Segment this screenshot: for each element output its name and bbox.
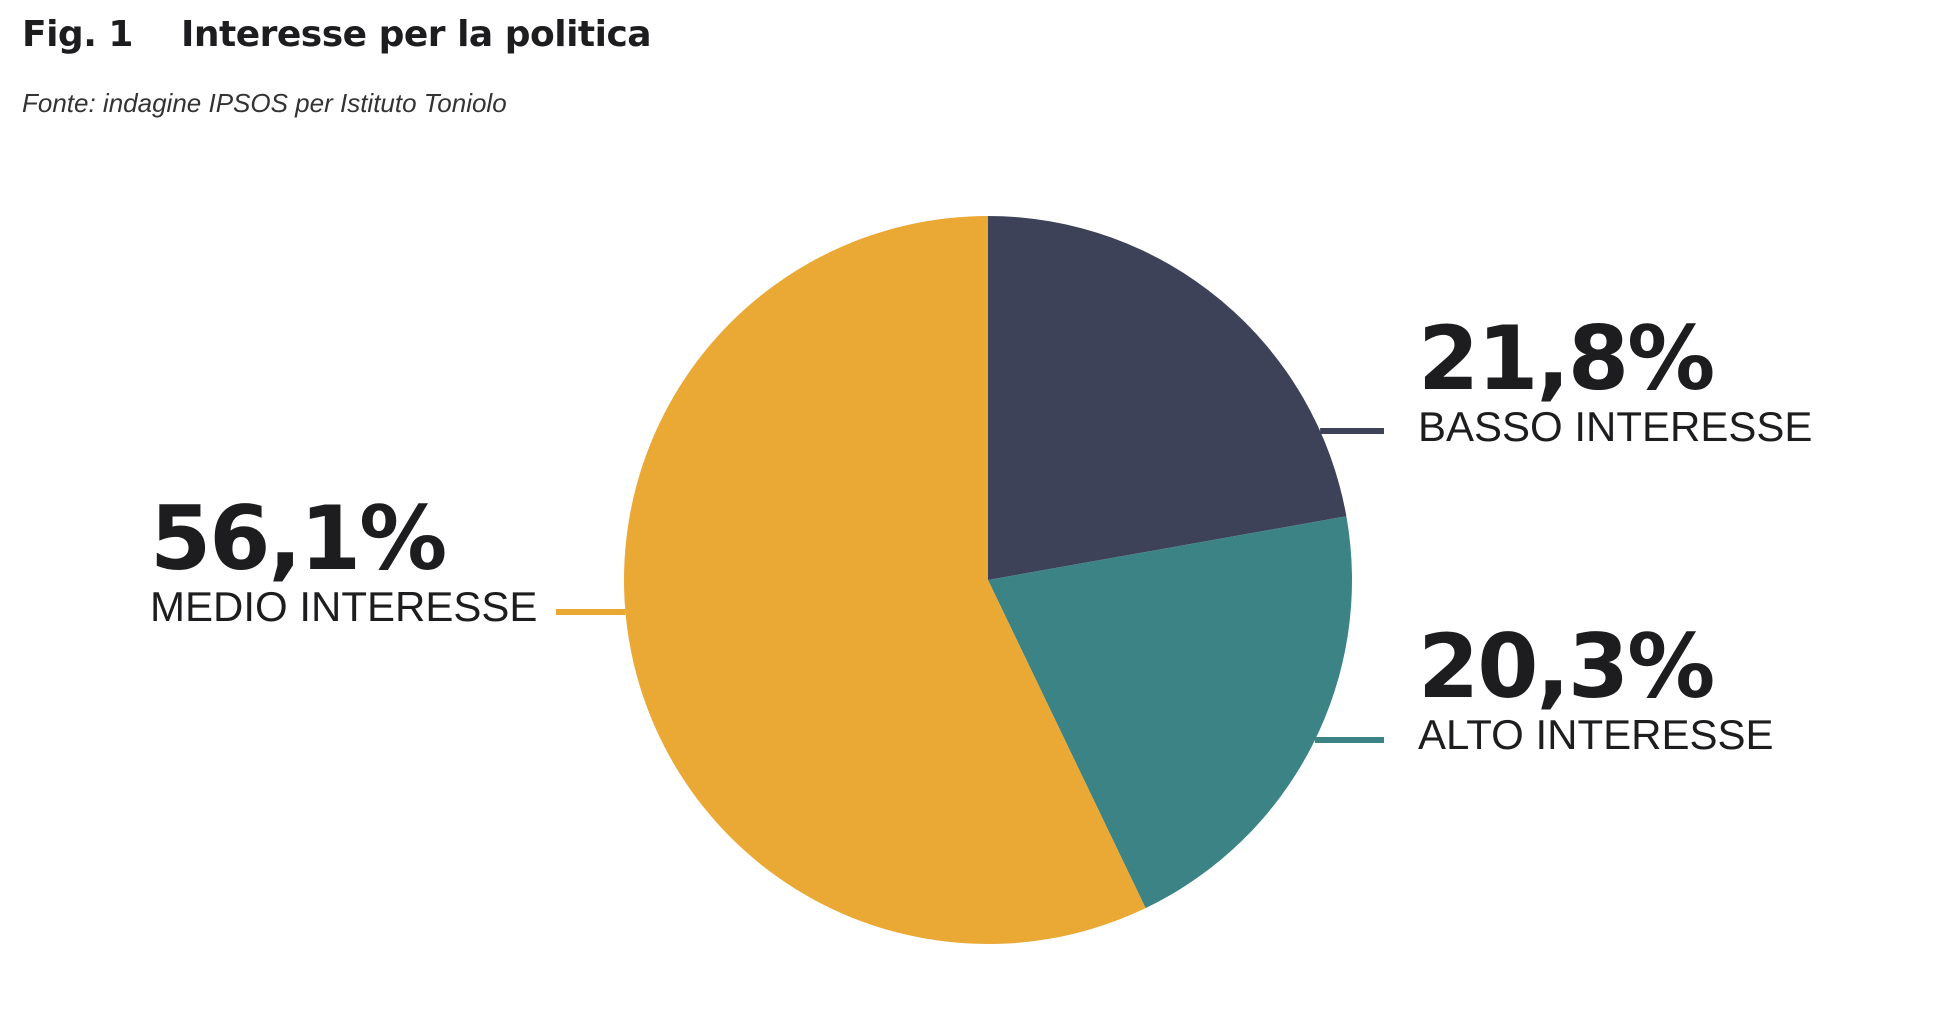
label-basso: 21,8% BASSO INTERESSE: [1418, 314, 1812, 450]
chart-title: Interesse per la politica: [180, 14, 652, 55]
slice-value-medio: 56,1%: [150, 487, 447, 590]
label-medio: 56,1% MEDIO INTERESSE: [150, 494, 537, 630]
slice-value-basso: 21,8%: [1418, 307, 1715, 410]
figure-header: Fig. 1 Interesse per la politica: [22, 14, 652, 55]
pie-slice-alto: [988, 516, 1353, 909]
label-alto: 20,3% ALTO INTERESSE: [1418, 622, 1774, 758]
figure-number: Fig. 1: [22, 14, 133, 55]
pie-slice-basso: [988, 216, 1347, 580]
chart-source: Fonte: indagine IPSOS per Istituto Tonio…: [22, 88, 507, 118]
slice-name-medio: MEDIO INTERESSE: [150, 583, 538, 630]
slice-value-alto: 20,3%: [1418, 615, 1715, 718]
pie-slice-medio: [624, 216, 1146, 944]
slice-name-alto: ALTO INTERESSE: [1418, 711, 1774, 758]
slice-name-basso: BASSO INTERESSE: [1418, 403, 1813, 450]
